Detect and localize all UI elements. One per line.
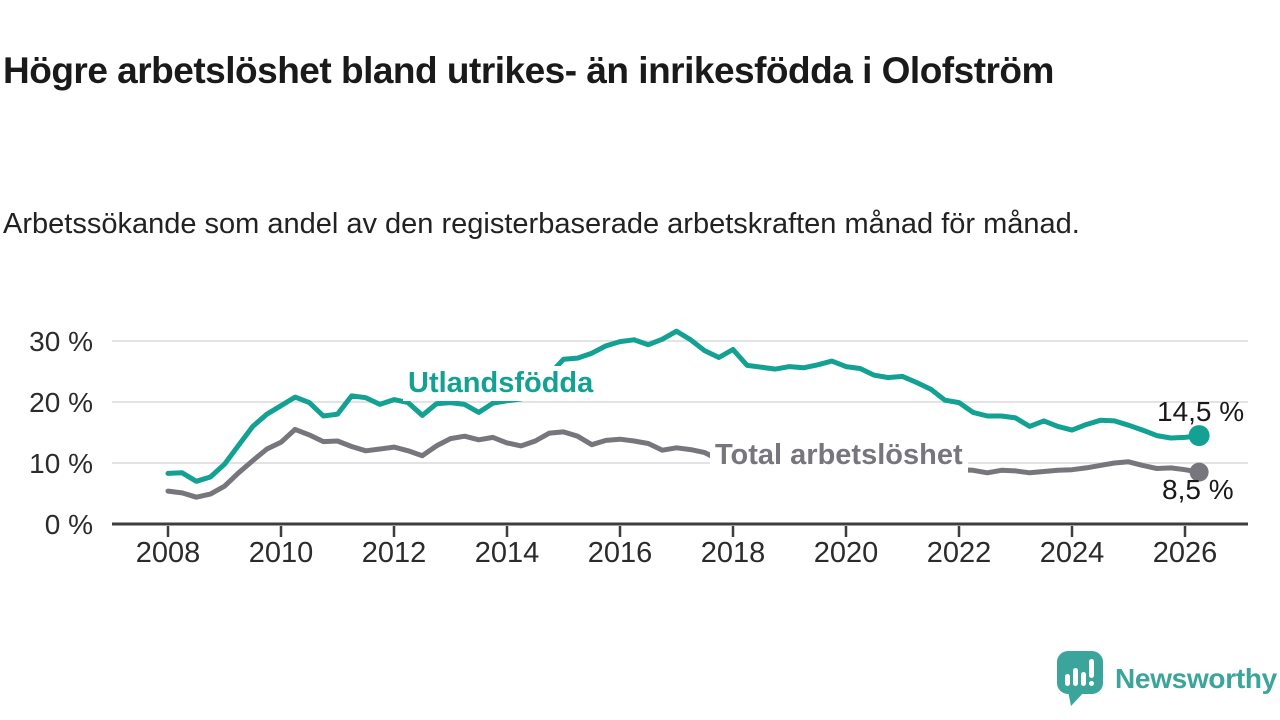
page-title: Högre arbetslöshet bland utrikes- än inr… xyxy=(3,49,1054,91)
x-tick-label: 2016 xyxy=(588,537,653,569)
series-utlandsfodda-end-value: 14,5 % xyxy=(1157,396,1245,427)
series-utlandsfodda-endpoint xyxy=(1188,425,1210,447)
x-tick-label: 2024 xyxy=(1040,537,1105,569)
series-total-end-value: 8,5 % xyxy=(1162,474,1234,505)
newsworthy-logo-icon xyxy=(1057,651,1103,706)
y-tick-label: 20 % xyxy=(29,387,93,418)
series-total-endpoint xyxy=(1189,462,1209,482)
x-tick-label: 2012 xyxy=(362,537,427,569)
x-tick-label: 2020 xyxy=(814,537,879,569)
series-utlandsfodda-line xyxy=(165,328,1202,484)
x-tick-labels: 2008 2010 2012 2014 2016 2018 2020 2022 2024 2026 xyxy=(136,537,1218,569)
series-utlandsfodda-label: Utlandsfödda xyxy=(403,366,599,401)
series-total-label: Total arbetslöshet xyxy=(710,438,968,473)
y-tick-label: 10 % xyxy=(29,448,93,479)
page-subtitle: Arbetssökande som andel av den registerb… xyxy=(3,208,1080,240)
y-tick-label: 30 % xyxy=(29,326,93,357)
x-tick-label: 2008 xyxy=(136,537,201,569)
x-tick-label: 2018 xyxy=(701,537,766,569)
x-ticks xyxy=(166,526,1187,537)
series-total-line xyxy=(165,426,1202,500)
x-tick-label: 2010 xyxy=(249,537,314,569)
y-tick-labels: 0 % 10 % 20 % 30 % xyxy=(29,326,93,540)
x-tick-label: 2014 xyxy=(475,537,540,569)
newsworthy-logo-text: Newsworthy xyxy=(1115,662,1277,694)
newsworthy-logo: Newsworthy xyxy=(1056,650,1277,707)
x-tick-label: 2022 xyxy=(927,537,992,569)
y-tick-label: 0 % xyxy=(45,509,93,540)
x-tick-label: 2026 xyxy=(1153,537,1218,569)
